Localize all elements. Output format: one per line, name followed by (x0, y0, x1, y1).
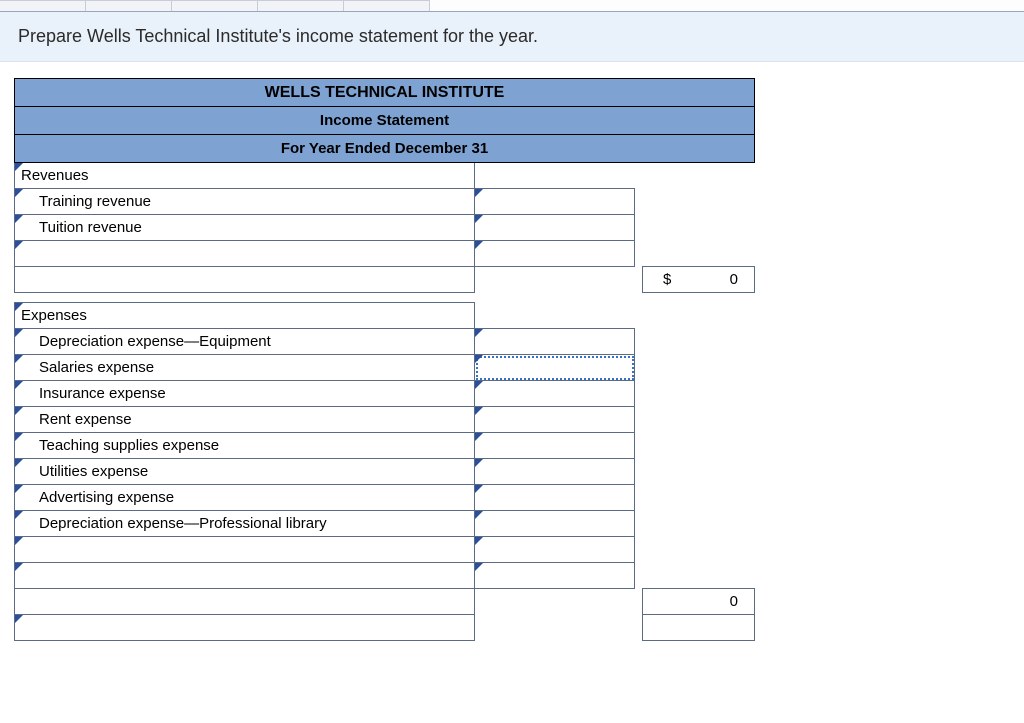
expense-line-label[interactable]: Insurance expense (15, 381, 475, 407)
expenses-heading[interactable]: Expenses (15, 303, 475, 329)
expense-line-amount[interactable] (475, 537, 635, 563)
revenue-line-label[interactable]: Tuition revenue (15, 215, 475, 241)
revenue-line-amount[interactable] (475, 241, 635, 267)
expense-line-label[interactable]: Salaries expense (15, 355, 475, 381)
expense-line-amount[interactable] (475, 433, 635, 459)
expenses-total-amount[interactable]: 0 (643, 589, 755, 615)
currency-symbol: $ (649, 271, 671, 288)
revenue-line-amount[interactable] (475, 189, 635, 215)
revenues-total-amount[interactable]: $ 0 (643, 267, 755, 293)
revenues-total-label[interactable] (15, 267, 475, 293)
expense-line-label[interactable] (15, 537, 475, 563)
expense-line-amount[interactable] (475, 381, 635, 407)
expense-line-amount[interactable] (475, 459, 635, 485)
worksheet: WELLS TECHNICAL INSTITUTE Income Stateme… (0, 62, 1024, 657)
revenues-total-value: 0 (730, 271, 744, 288)
expense-line-label[interactable] (15, 563, 475, 589)
expense-line-label[interactable]: Depreciation expense—Equipment (15, 329, 475, 355)
expense-line-amount[interactable] (475, 329, 635, 355)
net-income-amount[interactable] (643, 615, 755, 641)
expense-line-label[interactable]: Depreciation expense—Professional librar… (15, 511, 475, 537)
header-title: Income Statement (15, 107, 755, 135)
expenses-total-label[interactable] (15, 589, 475, 615)
header-period: For Year Ended December 31 (15, 135, 755, 163)
revenue-line-amount[interactable] (475, 215, 635, 241)
revenue-line-label[interactable]: Training revenue (15, 189, 475, 215)
expense-line-label[interactable]: Rent expense (15, 407, 475, 433)
expense-line-amount[interactable] (475, 355, 635, 381)
expense-line-label[interactable]: Utilities expense (15, 459, 475, 485)
expense-line-label[interactable]: Teaching supplies expense (15, 433, 475, 459)
expense-line-label[interactable]: Advertising expense (15, 485, 475, 511)
instruction-banner: Prepare Wells Technical Institute's inco… (0, 12, 1024, 62)
expense-line-amount[interactable] (475, 485, 635, 511)
expense-line-amount[interactable] (475, 511, 635, 537)
revenue-line-label[interactable] (15, 241, 475, 267)
income-statement-table: WELLS TECHNICAL INSTITUTE Income Stateme… (14, 78, 755, 641)
expenses-total-value: 0 (730, 593, 744, 610)
header-company: WELLS TECHNICAL INSTITUTE (15, 79, 755, 107)
tab-strip-stub (0, 0, 1024, 12)
expense-line-amount[interactable] (475, 407, 635, 433)
expense-line-amount[interactable] (475, 563, 635, 589)
revenues-heading[interactable]: Revenues (15, 163, 475, 189)
net-income-label[interactable] (15, 615, 475, 641)
